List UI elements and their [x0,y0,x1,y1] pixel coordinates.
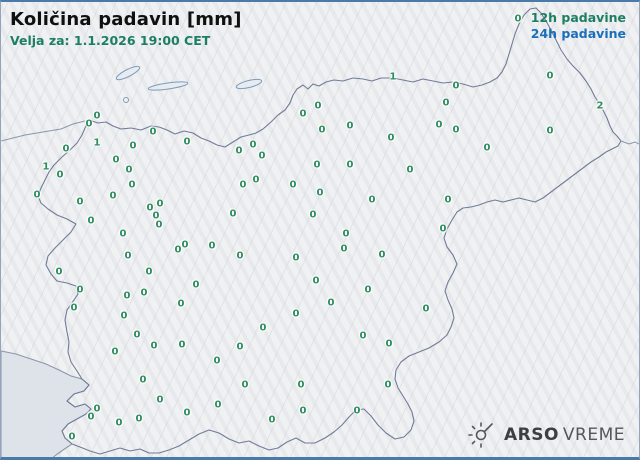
arso-vreme-logo: ARSO VREME [468,422,625,448]
legend-item-24h[interactable]: 24h padavine [530,26,626,41]
brand-product: VREME [562,425,625,445]
croatia-istria-border [55,443,73,456]
page-title: Količina padavin [mm] [10,9,242,30]
lake-icon [147,81,189,91]
lake-icon [123,97,129,103]
legend-item-12h[interactable]: 12h padavine [530,10,626,25]
slovenia-border [37,7,622,455]
brand-agency: ARSO [503,425,559,445]
lake-icon [115,65,141,81]
italy-austria-border [1,119,90,142]
hungary-croatia-border [620,140,639,145]
lake-icon [235,78,263,90]
sea-polygon [1,350,92,457]
valid-time-label: Velja za: 1.1.2026 19:00 CET [10,33,211,48]
legend: 12h padavine 24h padavine [531,10,626,42]
brand-text: ARSO VREME [504,425,625,445]
sun-rays-icon [468,422,493,448]
